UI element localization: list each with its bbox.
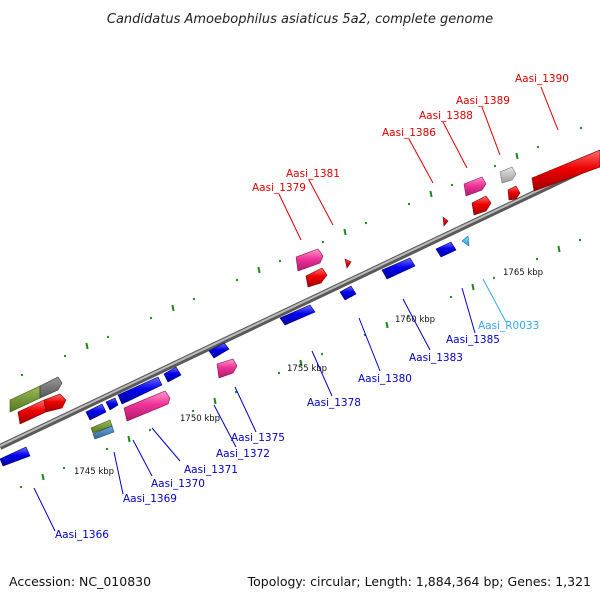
- gene-red: [531, 149, 600, 192]
- leader-line: [442, 121, 468, 169]
- gene-label-aasi-1370: Aasi_1370: [151, 478, 205, 490]
- gene-label-aasi-1383: Aasi_1383: [409, 352, 463, 364]
- gene-label-aasi-1389: Aasi_1389: [456, 95, 510, 107]
- gene-teal: [92, 425, 115, 440]
- gene-blue: [279, 304, 316, 326]
- leader-line: [132, 439, 153, 477]
- gene-blue: [85, 403, 107, 421]
- leader-line: [358, 317, 381, 372]
- tick-label: 1760 kbp: [395, 315, 435, 325]
- leader-line: [461, 287, 476, 334]
- gene-red: [471, 195, 492, 216]
- gene-gray: [499, 166, 517, 184]
- gene-blue: [163, 366, 182, 383]
- gene-label-aasi-1386: Aasi_1386: [382, 127, 436, 139]
- gene-label-aasi-1390: Aasi_1390: [515, 73, 569, 85]
- leader-line: [481, 106, 501, 156]
- leader-line: [308, 179, 334, 226]
- gene-label-aasi-1371: Aasi_1371: [184, 464, 238, 476]
- leader-line: [113, 451, 124, 495]
- leader-line: [151, 427, 181, 462]
- gene-blue: [435, 241, 457, 258]
- gene-red: [344, 258, 352, 269]
- gene-dark-gray: [39, 376, 63, 399]
- gene-pink: [295, 248, 324, 272]
- tick-label: 1750 kbp: [180, 414, 220, 424]
- gene-blue: [0, 446, 31, 467]
- genome-backbone: [0, 159, 600, 450]
- leader-line: [33, 487, 56, 532]
- leader-line: [402, 298, 431, 351]
- gene-label-aasi-1369: Aasi_1369: [123, 493, 177, 505]
- forward-tick-row: [20, 126, 583, 377]
- gene-pink: [123, 390, 171, 422]
- gene-blue: [339, 285, 357, 301]
- gene-label-aasi-1378: Aasi_1378: [307, 397, 361, 409]
- gene-label-aasi-1375: Aasi_1375: [231, 432, 285, 444]
- tick-label: 1745 kbp: [74, 467, 114, 477]
- leader-line: [234, 386, 257, 433]
- gene-red: [507, 185, 521, 201]
- label-leader-lines: [33, 86, 559, 532]
- leader-line: [482, 278, 507, 323]
- tick-label: 1755 kbp: [287, 364, 327, 374]
- gene-red: [43, 393, 67, 413]
- leader-line: [408, 138, 434, 184]
- reverse-tick-row: [19, 238, 582, 489]
- gene-blue: [208, 342, 230, 359]
- leader-line: [278, 193, 302, 241]
- reverse-strand-genes: [0, 235, 470, 467]
- gene-label-aasi-1372: Aasi_1372: [216, 448, 270, 460]
- gene-label-aasi-1381: Aasi_1381: [286, 168, 340, 180]
- genome-title: Candidatus Amoebophilus asiaticus 5a2, c…: [107, 12, 493, 27]
- accession-text: Accession: NC_010830: [9, 574, 151, 589]
- gene-red: [442, 216, 449, 227]
- leader-line: [213, 404, 237, 448]
- gene-blue: [117, 376, 163, 405]
- topology-text: Topology: circular; Length: 1,884,364 bp…: [247, 574, 591, 589]
- gene-blue: [381, 257, 416, 280]
- gene-red: [305, 267, 328, 288]
- gene-label-aasi-1385: Aasi_1385: [446, 334, 500, 346]
- gene-pink: [216, 358, 238, 379]
- gene-label-aasi-1380: Aasi_1380: [358, 373, 412, 385]
- forward-strand-genes: [9, 149, 600, 425]
- leader-line: [540, 86, 559, 131]
- gene-cyan: [461, 235, 470, 247]
- gene-labels: Aasi_1390 Aasi_1389 Aasi_1388 Aasi_1386 …: [55, 73, 569, 541]
- gene-blue: [105, 397, 119, 411]
- gene-label-aasi-r0033: Aasi_R0033: [478, 320, 539, 332]
- tick-label: 1765 kbp: [503, 268, 543, 278]
- gene-label-aasi-1379: Aasi_1379: [252, 182, 306, 194]
- leader-line: [311, 350, 333, 397]
- gene-pink: [463, 176, 487, 197]
- gene-label-aasi-1366: Aasi_1366: [55, 529, 109, 541]
- gene-label-aasi-1388: Aasi_1388: [419, 110, 473, 122]
